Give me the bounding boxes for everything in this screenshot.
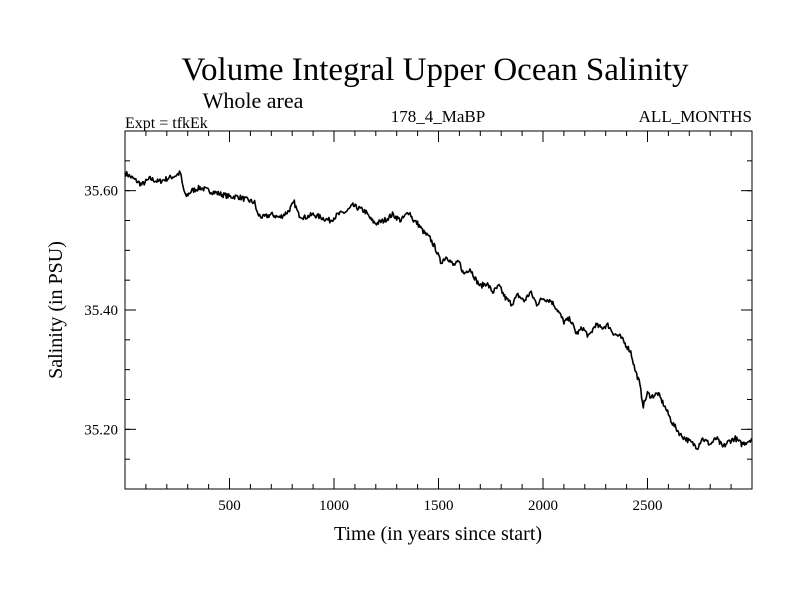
chart-subtitle: Whole area — [203, 88, 304, 113]
x-tick-label: 1000 — [319, 498, 349, 514]
y-tick-label: 35.40 — [84, 303, 118, 319]
x-tick-label: 1500 — [424, 498, 454, 514]
x-tick-label: 2000 — [528, 498, 558, 514]
y-axis-label: Salinity (in PSU) — [45, 241, 67, 379]
x-tick-label: 500 — [218, 498, 241, 514]
chart-title: Volume Integral Upper Ocean Salinity — [181, 52, 689, 88]
x-tick-label: 2500 — [633, 498, 663, 514]
series-line — [124, 170, 753, 451]
tick-labels: 500 1000 1500 2000 2500 35.20 35.40 35.60 — [84, 184, 662, 514]
experiment-annotation: Expt = tfkEk — [125, 115, 208, 132]
months-annotation: ALL_MONTHS — [639, 107, 752, 126]
plot-frame — [124, 130, 753, 490]
axis-ticks — [125, 131, 752, 489]
y-tick-label: 35.60 — [84, 184, 118, 200]
y-tick-label: 35.20 — [84, 422, 118, 438]
run-annotation: 178_4_MaBP — [391, 107, 485, 126]
x-axis-label: Time (in years since start) — [334, 523, 542, 545]
